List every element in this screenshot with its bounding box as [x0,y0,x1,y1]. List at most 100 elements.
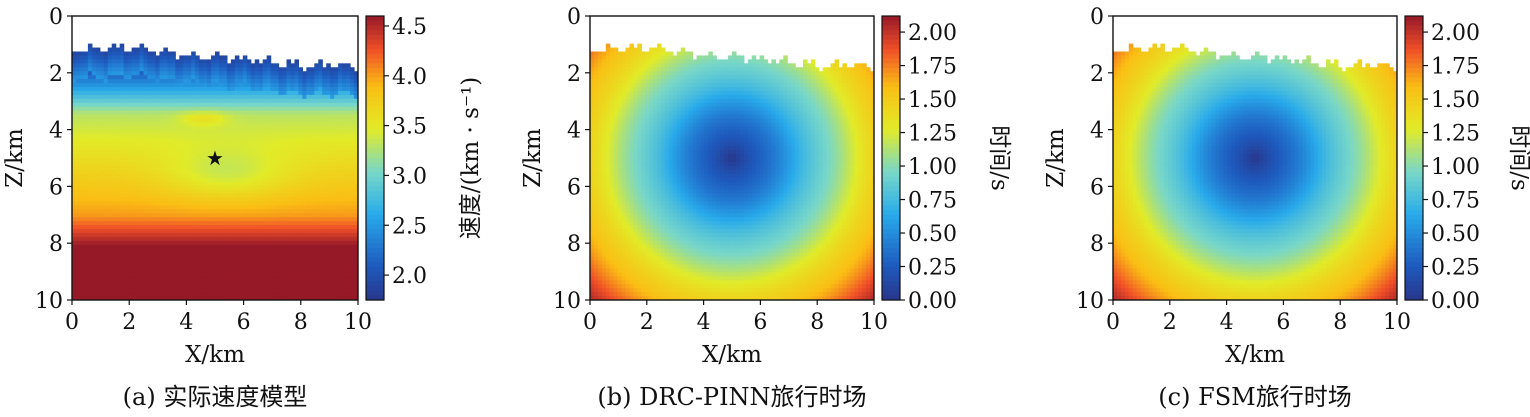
heatmap-cell [222,126,228,131]
colorbar-swatch [366,115,384,121]
heatmap-cell [330,142,335,147]
heatmap-cell [171,236,176,242]
colorbar-swatch [366,87,384,93]
heatmap-cell [242,217,248,222]
heatmap-cell [230,94,236,100]
heatmap-cell [601,122,607,128]
heatmap-cell [175,276,180,281]
heatmap-cell [222,122,228,128]
heatmap-cell [342,161,347,167]
heatmap-cell [270,79,276,84]
heatmap-cell [262,126,268,131]
heatmap-cell [91,244,97,250]
heatmap-cell [191,94,196,100]
heatmap-cell [218,201,224,206]
heatmap-cell [258,280,264,285]
heatmap-cell [87,59,93,64]
heatmap-cell [143,94,149,100]
heatmap-cell [262,146,268,151]
heatmap-cell [143,98,149,104]
heatmap-cell [226,87,232,92]
heatmap-cell [294,146,300,151]
heatmap-cell [131,94,137,100]
heatmap-cell [175,193,180,199]
heatmap-cell [143,264,149,270]
heatmap-cell [163,130,168,135]
heatmap-cell [290,272,296,277]
heatmap-cell [135,67,141,72]
heatmap-cell [302,197,307,202]
heatmap-cell [111,63,117,68]
heatmap-cell [302,138,307,143]
heatmap-cell [199,83,204,88]
heatmap-cell [294,205,300,210]
heatmap-cell [143,130,149,135]
heatmap-cell [155,185,160,191]
heatmap-cell [310,134,315,139]
heatmap-cell [179,177,184,183]
heatmap-cell [207,114,212,120]
heatmap-cell [246,177,252,183]
heatmap-cell [597,102,603,108]
heatmap-cell [254,158,260,163]
heatmap-cell [334,205,339,210]
heatmap-cell [326,181,331,187]
heatmap-cell [342,146,347,151]
heatmap-cell [222,67,228,72]
heatmap-cell [230,110,236,116]
heatmap-cell [354,244,358,250]
heatmap-cell [87,130,93,135]
heatmap-cell [318,67,323,72]
heatmap-cell [119,244,125,250]
heatmap-cell [211,189,216,195]
heatmap-cell [230,165,236,171]
heatmap-cell [222,197,228,202]
heatmap-cell [95,122,101,128]
heatmap-cell [282,142,288,147]
heatmap-cell [211,296,216,300]
heatmap-cell [83,213,89,218]
heatmap-cell [72,158,77,163]
heatmap-cell [298,67,303,72]
heatmap-cell [609,229,615,234]
heatmap-cell [286,114,292,120]
heatmap-cell [143,244,149,250]
colorbar-swatch [366,39,384,45]
heatmap-cell [83,240,89,246]
heatmap-cell [322,213,327,218]
heatmap-cell [127,217,133,222]
heatmap-cell [143,276,149,281]
heatmap-cell [270,229,276,234]
heatmap-cell [286,106,292,112]
heatmap-cell [187,146,192,151]
heatmap-cell [175,177,180,183]
heatmap-cell [159,181,164,187]
heatmap-cell [199,71,204,76]
heatmap-cell [155,276,160,281]
heatmap-cell [87,106,93,112]
heatmap-cell [75,272,81,277]
heatmap-cell [258,268,264,273]
heatmap-cell [131,193,137,199]
heatmap-cell [195,276,200,281]
x-tick-label: 4 [179,310,193,335]
heatmap-cell [167,217,172,222]
heatmap-cell [175,225,180,230]
heatmap-cell [79,248,85,254]
heatmap-cell [266,154,272,159]
heatmap-cell [234,94,240,100]
heatmap-cell [183,106,188,112]
heatmap-cell [234,130,240,135]
heatmap-cell [103,280,109,285]
heatmap-cell [167,229,172,234]
heatmap-cell [278,142,284,147]
heatmap-cell [131,296,137,300]
heatmap-cell [91,158,97,163]
heatmap-cell [250,134,256,139]
heatmap-cell [302,225,307,230]
heatmap-cell [199,185,204,191]
heatmap-cell [326,292,331,297]
colorbar-swatch [366,238,384,244]
heatmap-cell [254,118,260,124]
heatmap-cell [191,118,196,124]
